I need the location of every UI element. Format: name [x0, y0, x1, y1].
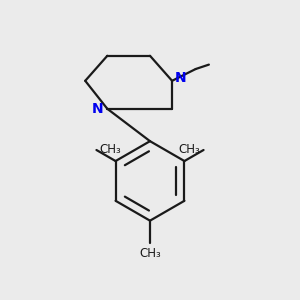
Text: CH₃: CH₃	[139, 247, 161, 260]
Text: CH₃: CH₃	[179, 143, 201, 157]
Text: N: N	[175, 71, 187, 85]
Text: CH₃: CH₃	[99, 143, 121, 157]
Text: N: N	[91, 102, 103, 116]
